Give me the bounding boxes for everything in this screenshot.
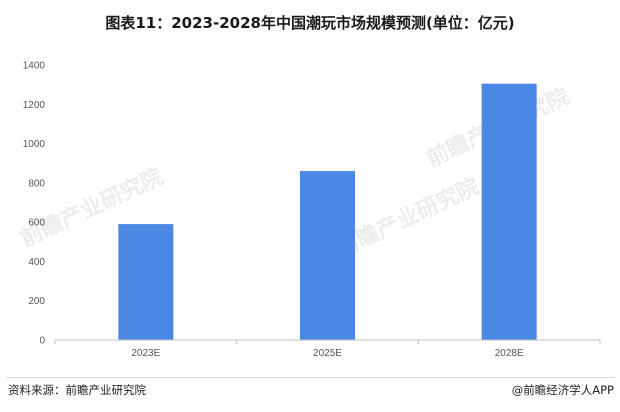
y-tick-label: 400 [28,257,45,268]
chart-title: 图表11：2023-2028年中国潮玩市场规模预测(单位：亿元) [105,14,515,32]
x-axis: 2023E 2025E 2028E [54,339,601,359]
x-tick-label: 2025E [313,348,342,359]
y-tick-label: 1400 [23,61,46,72]
y-axis: 0 200 400 600 800 1000 1200 1400 [23,61,46,347]
y-tick-label: 1200 [23,100,46,111]
y-tick-label: 800 [28,178,45,189]
bars [118,83,537,341]
y-tick-label: 0 [39,336,45,347]
footer-divider [6,377,614,378]
bar-2028E [481,83,537,341]
x-tick-label: 2023E [131,348,160,359]
bar-2023E [118,224,174,340]
bar-2025E [300,171,355,340]
bar-chart: 0 200 400 600 800 1000 1200 1400 2023E 2025E 2028… [23,61,601,359]
y-tick-label: 1000 [23,139,46,150]
brand-text: @前瞻经济学人APP [511,383,614,397]
x-tick-label: 2028E [495,348,524,359]
y-tick-label: 200 [28,296,45,307]
source-text: 资料来源：前瞻产业研究院 [8,383,146,397]
y-tick-label: 600 [28,218,45,229]
footer: 资料来源：前瞻产业研究院 @前瞻经济学人APP [0,382,620,404]
